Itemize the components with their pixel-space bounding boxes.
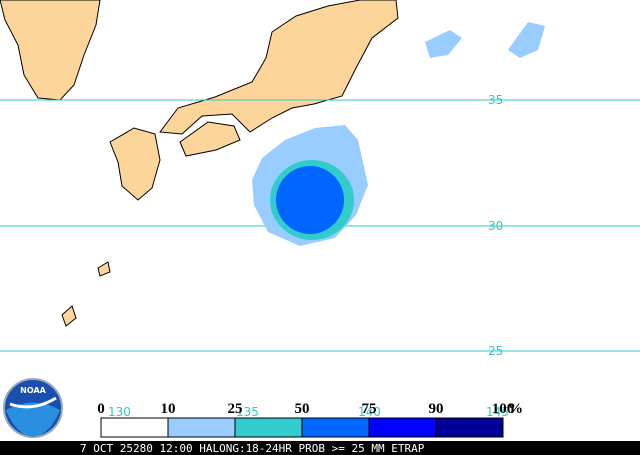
legend-label: 75 xyxy=(362,401,377,417)
legend xyxy=(100,417,504,438)
footer-bar xyxy=(0,441,640,455)
lon-label: 145 xyxy=(486,405,509,419)
probability-field xyxy=(252,22,545,246)
legend-label: 25 xyxy=(228,401,243,417)
legend-unit: % xyxy=(508,401,523,417)
legend-label: 100 xyxy=(492,401,515,417)
lat-label: 25 xyxy=(488,344,503,358)
legend-label: 90 xyxy=(429,401,444,417)
lat-label: 30 xyxy=(488,219,503,233)
legend-labels: 0 10 25 50 75 90 100% xyxy=(97,401,523,417)
lon-label: 140 xyxy=(358,405,381,419)
legend-label: 10 xyxy=(161,401,176,417)
lon-label: 135 xyxy=(236,405,259,419)
legend-label: 50 xyxy=(295,401,310,417)
lat-label: 35 xyxy=(488,93,503,107)
legend-label: 0 xyxy=(97,401,105,417)
noaa-logo: NOAA xyxy=(3,378,63,438)
logo-text: NOAA xyxy=(20,386,46,395)
footer-text: 7 OCT 25280 12:00 HALONG:18-24HR PROB >=… xyxy=(80,442,425,455)
lon-label: 130 xyxy=(108,405,131,419)
